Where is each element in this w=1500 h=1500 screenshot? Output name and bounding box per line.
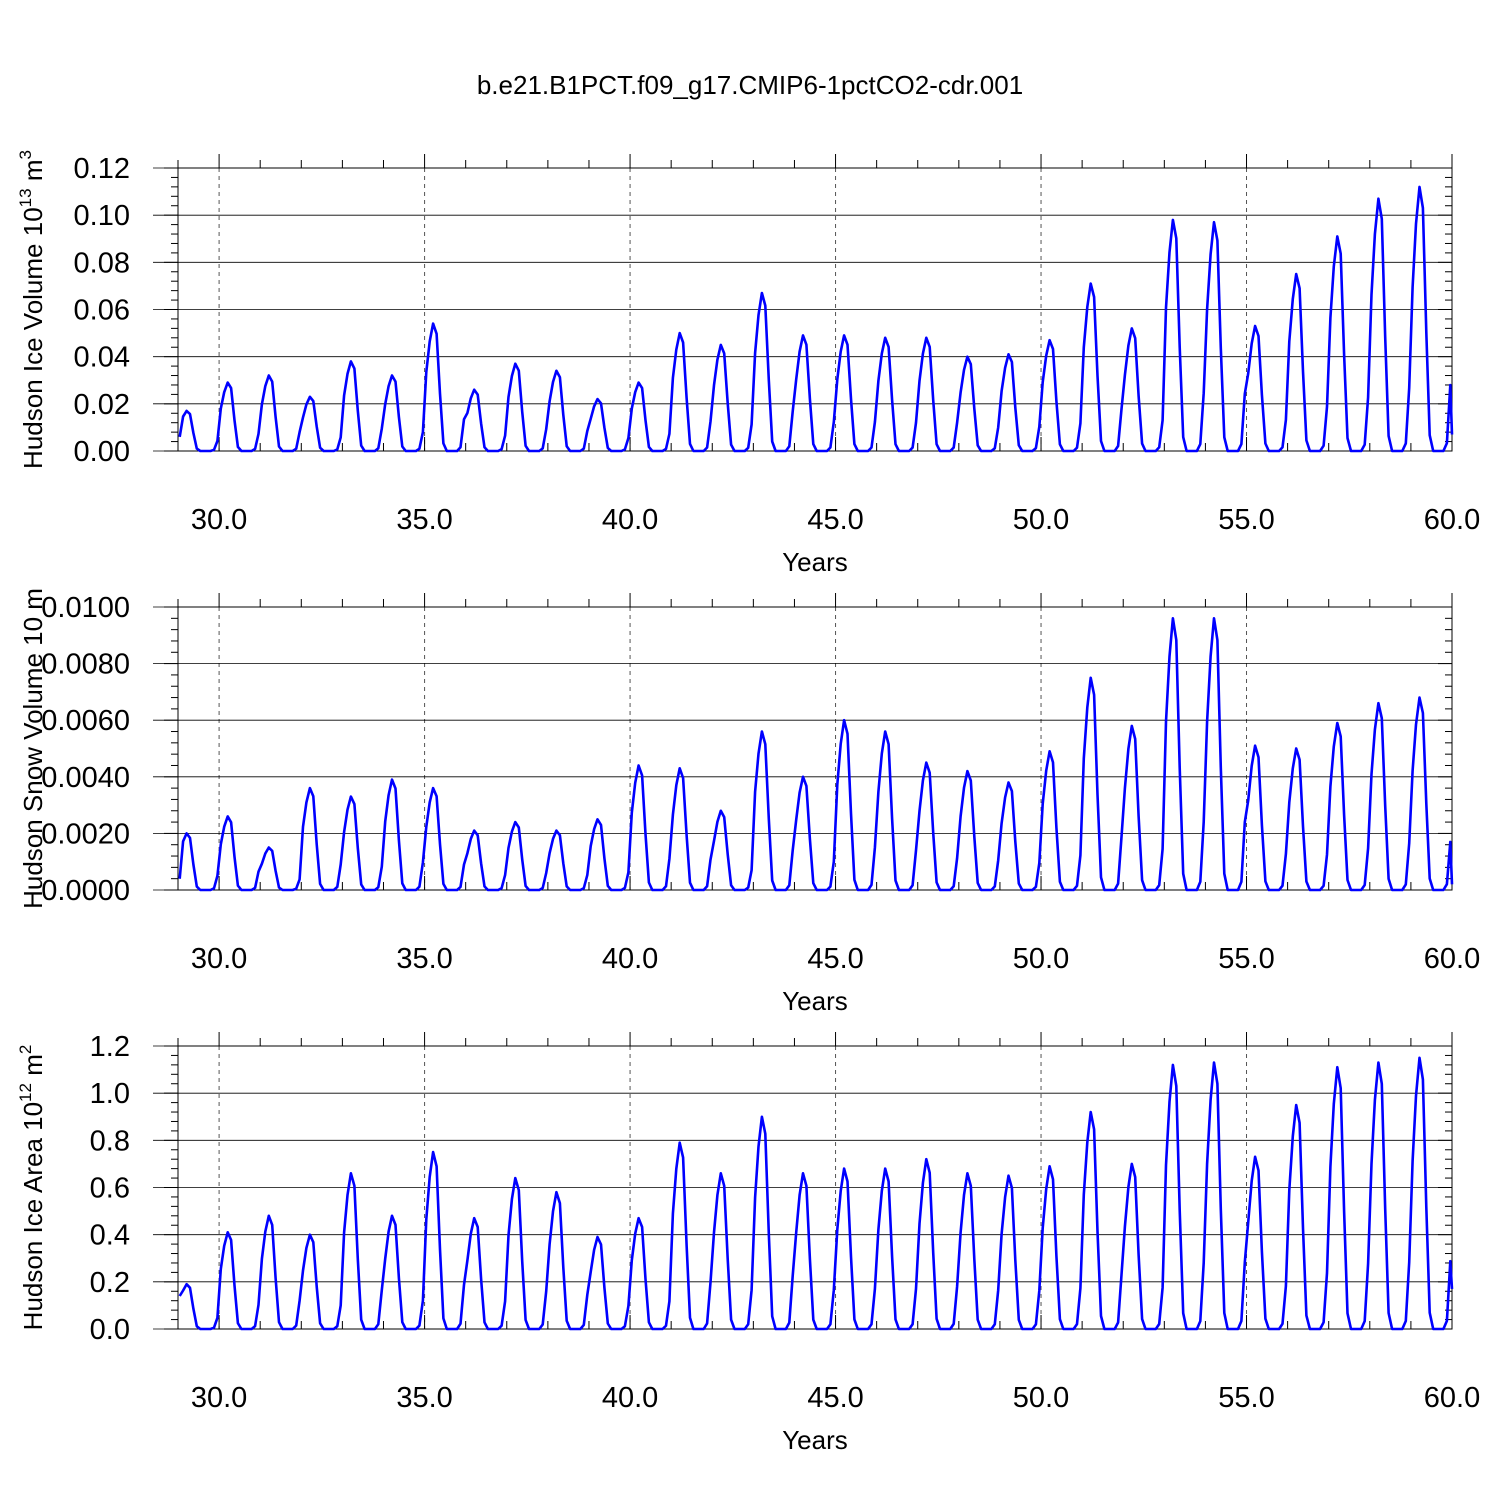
y-tick-label: 0.06 xyxy=(74,295,130,327)
panel-ice-area: 0.0 0.2 0.4 0.6 0.8 1.0 1.2 30.0 35.0 40.0 45.0 50.… xyxy=(16,1031,1480,1455)
y-tick-label: 0.02 xyxy=(74,389,130,421)
y-axis-label-superscript: 3 xyxy=(16,150,35,159)
y-tick-label: 0.0020 xyxy=(41,818,130,850)
y-tick-label: 0.0100 xyxy=(41,592,130,624)
y-tick-label: 1.2 xyxy=(90,1031,130,1063)
x-axis-label: Years xyxy=(782,1425,848,1455)
x-tick-label: 40.0 xyxy=(602,504,658,536)
y-tick-label: 0.0000 xyxy=(41,875,130,907)
y-axis-label-part: m xyxy=(18,1054,48,1083)
series-line xyxy=(178,1056,1454,1331)
x-axis-label: Years xyxy=(782,986,848,1016)
y-tick-label: 0.04 xyxy=(74,342,130,374)
plot-frame xyxy=(177,606,1453,891)
x-axis-label: Years xyxy=(782,547,848,577)
y-axis-label-superscript: 2 xyxy=(16,1045,35,1054)
y-tick-label: 0.10 xyxy=(74,200,130,232)
x-tick-label: 55.0 xyxy=(1218,504,1274,536)
x-tick-label: 45.0 xyxy=(807,943,863,975)
y-tick-label: 0.00 xyxy=(74,436,130,468)
x-tick-label: 40.0 xyxy=(602,1382,658,1414)
y-tick-label: 0.0 xyxy=(90,1314,130,1346)
x-tick-label: 60.0 xyxy=(1424,504,1480,536)
x-tick-label: 35.0 xyxy=(396,504,452,536)
x-tick-label: 55.0 xyxy=(1218,943,1274,975)
series-line xyxy=(178,185,1454,453)
x-tick-label: 50.0 xyxy=(1013,1382,1069,1414)
x-tick-label: 45.0 xyxy=(807,504,863,536)
x-tick-label: 60.0 xyxy=(1424,1382,1480,1414)
y-tick-label: 0.4 xyxy=(90,1220,130,1252)
y-axis-label-part: Hudson Ice Area 10 xyxy=(18,1102,48,1330)
page-title: b.e21.B1PCT.f09_g17.CMIP6-1pctCO2-cdr.00… xyxy=(476,70,1024,100)
x-tick-label: 35.0 xyxy=(396,1382,452,1414)
series-line xyxy=(178,617,1454,892)
x-tick-label: 30.0 xyxy=(191,1382,247,1414)
panel-ice-volume: 0.00 0.02 0.04 0.06 0.08 0.10 0.12 30.0 35.0 40.0… xyxy=(16,150,1480,577)
x-tick-label: 40.0 xyxy=(602,943,658,975)
y-axis-label-part: Hudson Snow Volume 10 xyxy=(18,617,48,909)
y-tick-label: 0.6 xyxy=(90,1173,130,1205)
y-axis-label: Hudson Ice Volume 1013 m3 xyxy=(16,150,48,469)
y-tick-label: 0.2 xyxy=(90,1267,130,1299)
x-tick-label: 50.0 xyxy=(1013,943,1069,975)
y-tick-label: 0.8 xyxy=(90,1125,130,1157)
y-axis-label: Hudson Snow Volume 10 m xyxy=(18,588,48,909)
x-tick-label: 45.0 xyxy=(807,1382,863,1414)
y-axis-label-part: Hudson Ice Volume 10 xyxy=(18,207,48,469)
x-tick-label: 55.0 xyxy=(1218,1382,1274,1414)
x-tick-label: 35.0 xyxy=(396,943,452,975)
y-axis-label-superscript: 13 xyxy=(16,188,35,207)
panel-snow-volume: 0.0000 0.0020 0.0040 0.0060 0.0080 0.0100 30.0… xyxy=(18,588,1480,1016)
y-axis-label-superscript: 12 xyxy=(16,1083,35,1102)
y-tick-label: 0.0040 xyxy=(41,762,130,794)
y-tick-label: 0.0080 xyxy=(41,649,130,681)
y-tick-label: 1.0 xyxy=(90,1078,130,1110)
y-axis-label: Hudson Ice Area 1012 m2 xyxy=(16,1045,48,1331)
y-tick-label: 0.0060 xyxy=(41,705,130,737)
x-tick-label: 30.0 xyxy=(191,504,247,536)
x-tick-label: 60.0 xyxy=(1424,943,1480,975)
x-tick-label: 30.0 xyxy=(191,943,247,975)
y-tick-label: 0.08 xyxy=(74,247,130,279)
y-axis-label-part: m xyxy=(18,160,48,189)
y-axis-label-part: m xyxy=(18,588,48,617)
x-tick-label: 50.0 xyxy=(1013,504,1069,536)
y-tick-label: 0.12 xyxy=(74,153,130,185)
